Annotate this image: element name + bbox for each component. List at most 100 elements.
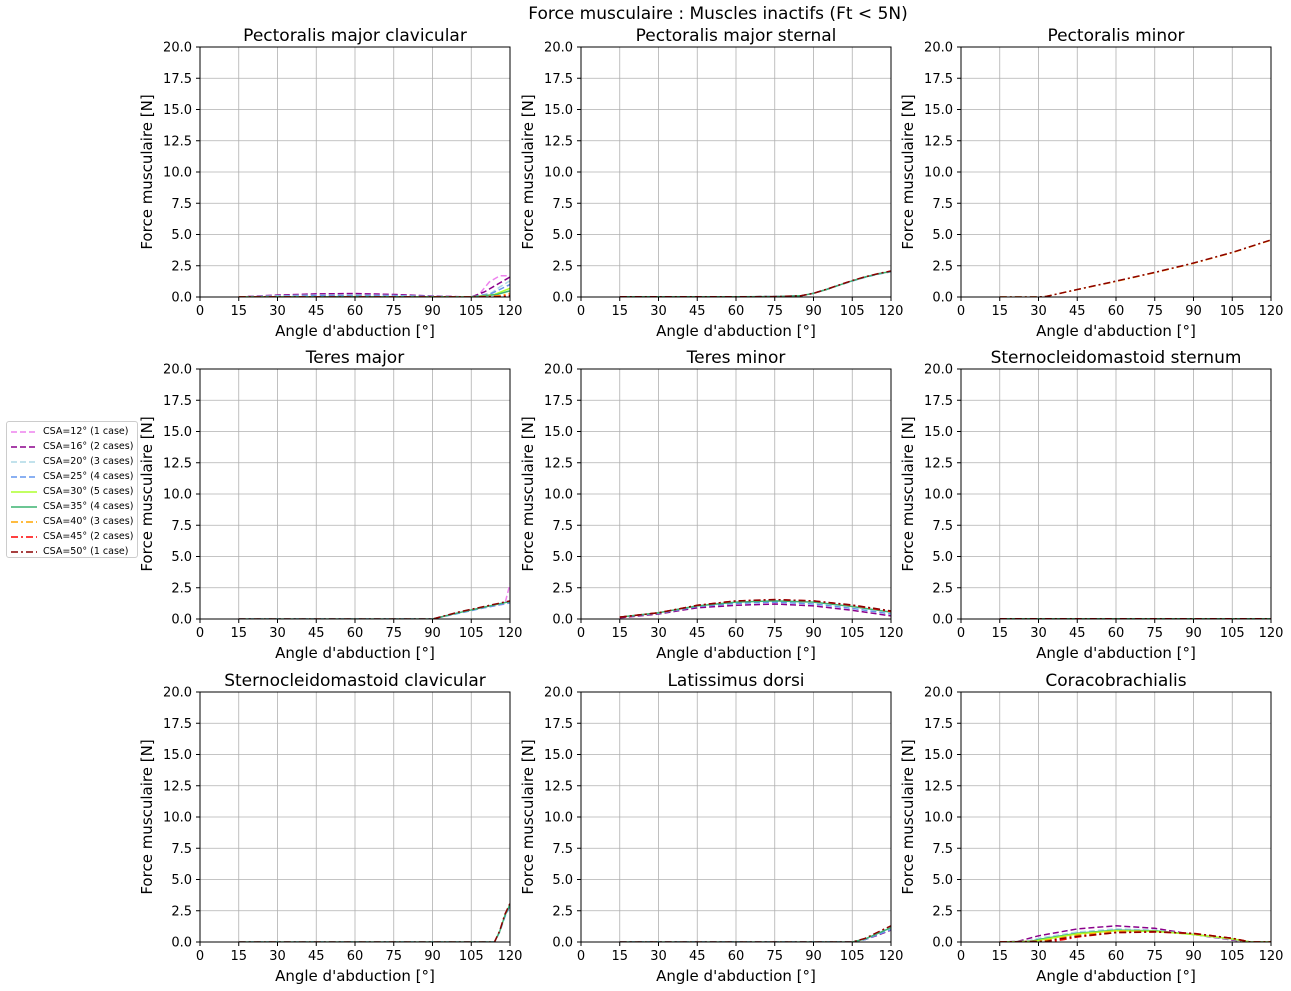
legend-swatch: [11, 460, 37, 463]
y-tick-label: 17.5: [163, 717, 192, 732]
x-tick-label: 15: [611, 304, 628, 319]
x-tick-label: 30: [650, 949, 667, 964]
x-axis-label: Angle d'abduction [°]: [656, 322, 816, 340]
x-tick-label: 105: [840, 949, 865, 964]
y-tick-label: 20.0: [163, 363, 192, 378]
x-tick-label: 0: [577, 626, 585, 641]
x-tick-label: 120: [498, 626, 523, 641]
y-tick-label: 15.0: [544, 748, 573, 763]
x-tick-label: 0: [196, 949, 204, 964]
x-tick-label: 90: [424, 626, 441, 641]
y-tick-label: 0.0: [932, 936, 953, 951]
subplot-3: 0 15 30 45 60 75 90 105 120 0.0 2.5 5.0 7.5 10.0 12.5 1…: [899, 26, 1283, 340]
x-tick-label: 75: [385, 949, 402, 964]
x-tick-label: 15: [230, 949, 247, 964]
legend-swatch: [11, 445, 37, 448]
x-tick-label: 15: [991, 626, 1008, 641]
y-tick-label: 0.0: [552, 613, 573, 628]
y-tick-label: 5.0: [932, 873, 953, 888]
y-tick-label: 17.5: [544, 394, 573, 409]
y-axis-label: Force musculaire [N]: [138, 94, 156, 249]
y-tick-label: 20.0: [163, 41, 192, 56]
x-tick-label: 90: [424, 304, 441, 319]
x-tick-label: 30: [1030, 304, 1047, 319]
y-tick-label: 2.5: [552, 904, 573, 919]
x-axis-label: Angle d'abduction [°]: [656, 644, 816, 662]
series-line-1: [238, 583, 510, 619]
x-tick-label: 60: [728, 626, 745, 641]
x-tick-label: 45: [689, 949, 706, 964]
subplot-title: Sternocleidomastoid sternum: [991, 348, 1242, 368]
x-tick-label: 0: [957, 626, 965, 641]
y-tick-label: 2.5: [552, 259, 573, 274]
legend-label: CSA=40° (3 cases): [43, 516, 134, 527]
x-tick-label: 90: [424, 949, 441, 964]
subplot-title: Pectoralis major clavicular: [243, 26, 467, 46]
y-axis-label: Force musculaire [N]: [899, 94, 917, 249]
legend-entry: CSA=25° (4 cases): [11, 469, 133, 484]
legend-label: CSA=25° (4 cases): [43, 471, 134, 482]
legend-entry: CSA=35° (4 cases): [11, 499, 133, 514]
x-tick-label: 75: [766, 304, 783, 319]
x-axis-label: Angle d'abduction [°]: [275, 644, 435, 662]
series-line-2: [619, 271, 891, 297]
figure-suptitle: Force musculaire : Muscles inactifs (Ft …: [528, 4, 908, 24]
series-line-5: [619, 598, 891, 618]
x-tick-label: 60: [1108, 949, 1125, 964]
legend-label: CSA=30° (5 cases): [43, 486, 134, 497]
x-tick-label: 15: [991, 949, 1008, 964]
x-tick-label: 60: [347, 626, 364, 641]
legend-entry: CSA=50° (1 case): [11, 544, 133, 559]
legend-entry: CSA=20° (3 cases): [11, 454, 133, 469]
y-tick-label: 10.0: [544, 166, 573, 181]
x-tick-label: 120: [1259, 626, 1284, 641]
y-tick-label: 12.5: [924, 779, 953, 794]
legend-swatch: [11, 430, 37, 433]
x-tick-label: 30: [269, 626, 286, 641]
x-tick-label: 75: [1146, 304, 1163, 319]
series-line-1: [999, 239, 1271, 297]
y-tick-label: 2.5: [932, 581, 953, 596]
y-tick-label: 5.0: [932, 228, 953, 243]
legend-entry: CSA=16° (2 cases): [11, 439, 133, 454]
x-axis-label: Angle d'abduction [°]: [1036, 967, 1196, 985]
x-tick-label: 60: [1108, 304, 1125, 319]
y-axis-label: Force musculaire [N]: [519, 94, 537, 249]
subplot-1: 0 15 30 45 60 75 90 105 120 0.0 2.5 5.0 7.5 10.0 12.5 1…: [138, 26, 522, 340]
legend-entry: CSA=40° (3 cases): [11, 514, 133, 529]
x-tick-label: 30: [269, 304, 286, 319]
y-tick-label: 7.5: [171, 197, 192, 212]
y-tick-label: 15.0: [924, 103, 953, 118]
x-tick-label: 45: [689, 626, 706, 641]
y-tick-label: 7.5: [171, 519, 192, 534]
x-tick-label: 0: [577, 304, 585, 319]
x-tick-label: 90: [805, 304, 822, 319]
y-tick-label: 0.0: [171, 291, 192, 306]
x-axis-label: Angle d'abduction [°]: [275, 322, 435, 340]
y-tick-label: 2.5: [932, 259, 953, 274]
x-tick-label: 90: [1185, 626, 1202, 641]
x-tick-label: 15: [611, 949, 628, 964]
y-tick-label: 0.0: [552, 291, 573, 306]
y-tick-label: 2.5: [171, 581, 192, 596]
series-line-3: [619, 270, 891, 297]
x-tick-label: 60: [728, 949, 745, 964]
legend-label: CSA=45° (2 cases): [43, 531, 134, 542]
y-tick-label: 15.0: [163, 425, 192, 440]
y-tick-label: 0.0: [552, 936, 573, 951]
y-tick-label: 12.5: [163, 134, 192, 149]
y-axis-label: Force musculaire [N]: [519, 739, 537, 894]
y-tick-label: 12.5: [544, 779, 573, 794]
y-tick-label: 10.0: [163, 811, 192, 826]
y-tick-label: 17.5: [924, 72, 953, 87]
x-tick-label: 45: [308, 304, 325, 319]
x-tick-label: 120: [879, 949, 904, 964]
x-tick-label: 30: [650, 304, 667, 319]
y-tick-label: 20.0: [544, 41, 573, 56]
y-tick-label: 2.5: [552, 581, 573, 596]
subplot-4: 0 15 30 45 60 75 90 105 120 0.0 2.5 5.0 7.5 10.0 12.5 1…: [138, 348, 522, 662]
x-tick-label: 105: [840, 626, 865, 641]
y-tick-label: 10.0: [924, 488, 953, 503]
x-tick-label: 120: [498, 949, 523, 964]
y-tick-label: 5.0: [552, 873, 573, 888]
